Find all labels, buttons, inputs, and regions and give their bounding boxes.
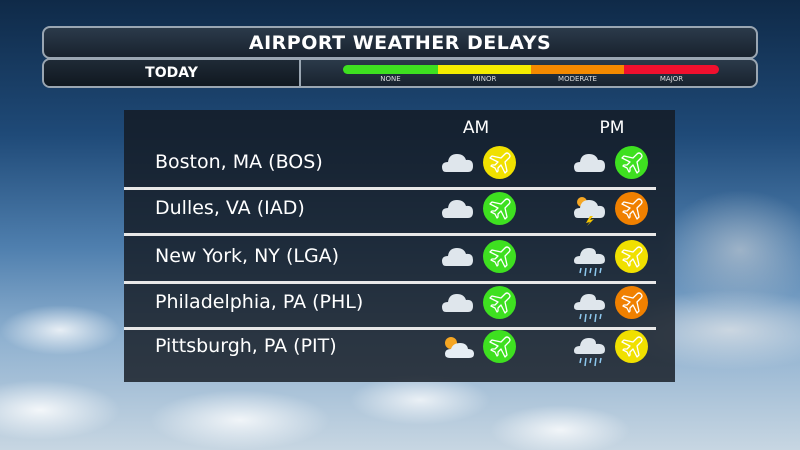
legend-bar: TODAY NONE MINOR MODERATE MAJOR: [42, 58, 758, 88]
airplane-delay-moderate-icon: [615, 286, 648, 319]
rain-icon: [572, 240, 608, 282]
pm-header: PM: [599, 118, 625, 138]
thunderstorm-icon: [572, 192, 608, 230]
airport-name: Boston, MA (BOS): [155, 151, 323, 173]
airport-name: New York, NY (LGA): [155, 245, 340, 267]
cloudy-icon: [440, 240, 476, 278]
legend-label: MINOR: [472, 75, 497, 83]
airport-row: Pittsburgh, PA (PIT): [124, 326, 656, 372]
airplane-delay-none-icon: [483, 330, 516, 363]
airport-name: Philadelphia, PA (PHL): [155, 291, 364, 313]
row-divider: [124, 327, 656, 330]
rain-icon: [572, 286, 608, 328]
cloudy-icon: [440, 192, 476, 230]
airplane-delay-moderate-icon: [615, 192, 648, 225]
legend-label: NONE: [380, 75, 401, 83]
airplane-delay-none-icon: [615, 146, 648, 179]
period-label: TODAY: [44, 60, 301, 86]
row-divider: [124, 281, 656, 284]
airplane-delay-minor-icon: [483, 146, 516, 179]
airplane-delay-none-icon: [483, 240, 516, 273]
legend-label: MAJOR: [659, 75, 684, 83]
legend-swatch-minor: [438, 65, 531, 74]
partly-cloudy-icon: [440, 330, 476, 368]
legend-swatch-moderate: [531, 65, 624, 74]
airport-name: Pittsburgh, PA (PIT): [155, 335, 337, 357]
airplane-delay-none-icon: [483, 286, 516, 319]
delays-table: AM PM Boston, MA (BOS) Dulles, VA (IAD) Ne…: [124, 110, 675, 382]
cloudy-icon: [572, 146, 608, 184]
airport-row: Boston, MA (BOS): [124, 142, 656, 188]
airport-row: Philadelphia, PA (PHL): [124, 282, 656, 328]
am-header: AM: [462, 118, 490, 138]
delay-scale: NONE MINOR MODERATE MAJOR: [301, 60, 756, 86]
row-divider: [124, 187, 656, 190]
page-title: AIRPORT WEATHER DELAYS: [42, 26, 758, 59]
cloudy-icon: [440, 286, 476, 324]
row-divider: [124, 233, 656, 236]
airport-row: Dulles, VA (IAD): [124, 188, 656, 234]
legend-label: MODERATE: [558, 75, 597, 83]
airplane-delay-minor-icon: [615, 240, 648, 273]
rain-icon: [572, 330, 608, 372]
legend-swatch-major: [624, 65, 719, 74]
legend-swatch-none: [343, 65, 438, 74]
cloudy-icon: [440, 146, 476, 184]
airport-row: New York, NY (LGA): [124, 236, 656, 282]
airplane-delay-minor-icon: [615, 330, 648, 363]
airport-name: Dulles, VA (IAD): [155, 197, 305, 219]
airplane-delay-none-icon: [483, 192, 516, 225]
